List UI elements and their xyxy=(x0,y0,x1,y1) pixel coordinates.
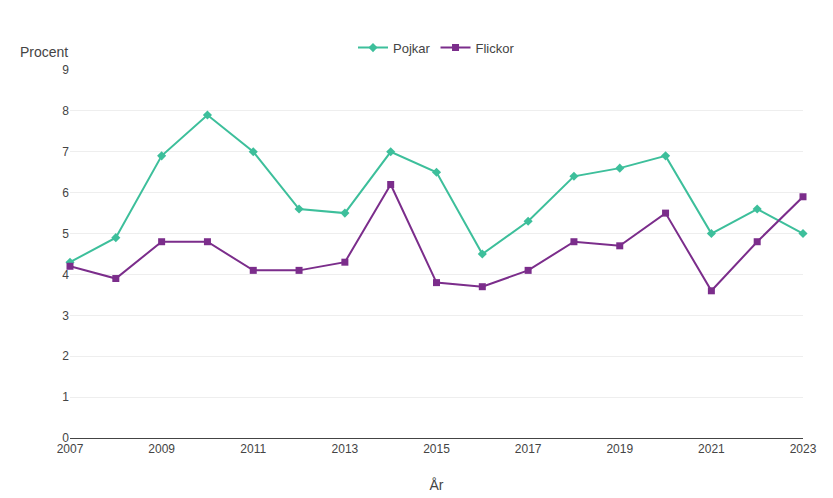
svg-text:5: 5 xyxy=(62,227,69,241)
svg-text:2019: 2019 xyxy=(606,442,633,456)
svg-text:0: 0 xyxy=(62,431,69,445)
svg-text:2: 2 xyxy=(62,349,69,363)
svg-text:6: 6 xyxy=(62,186,69,200)
svg-text:Flickor: Flickor xyxy=(476,41,515,56)
svg-text:2007: 2007 xyxy=(57,442,84,456)
svg-text:Procent: Procent xyxy=(20,44,68,60)
svg-text:2023: 2023 xyxy=(790,442,817,456)
svg-text:9: 9 xyxy=(62,63,69,77)
svg-text:2009: 2009 xyxy=(148,442,175,456)
svg-text:Pojkar: Pojkar xyxy=(393,41,431,56)
svg-text:År: År xyxy=(430,477,444,493)
svg-text:8: 8 xyxy=(62,104,69,118)
svg-text:2015: 2015 xyxy=(423,442,450,456)
svg-text:1: 1 xyxy=(62,390,69,404)
svg-text:2021: 2021 xyxy=(698,442,725,456)
svg-text:7: 7 xyxy=(62,145,69,159)
svg-text:2017: 2017 xyxy=(515,442,542,456)
svg-text:4: 4 xyxy=(62,268,69,282)
svg-text:2011: 2011 xyxy=(240,442,266,456)
svg-text:2013: 2013 xyxy=(332,442,359,456)
svg-text:3: 3 xyxy=(62,309,69,323)
